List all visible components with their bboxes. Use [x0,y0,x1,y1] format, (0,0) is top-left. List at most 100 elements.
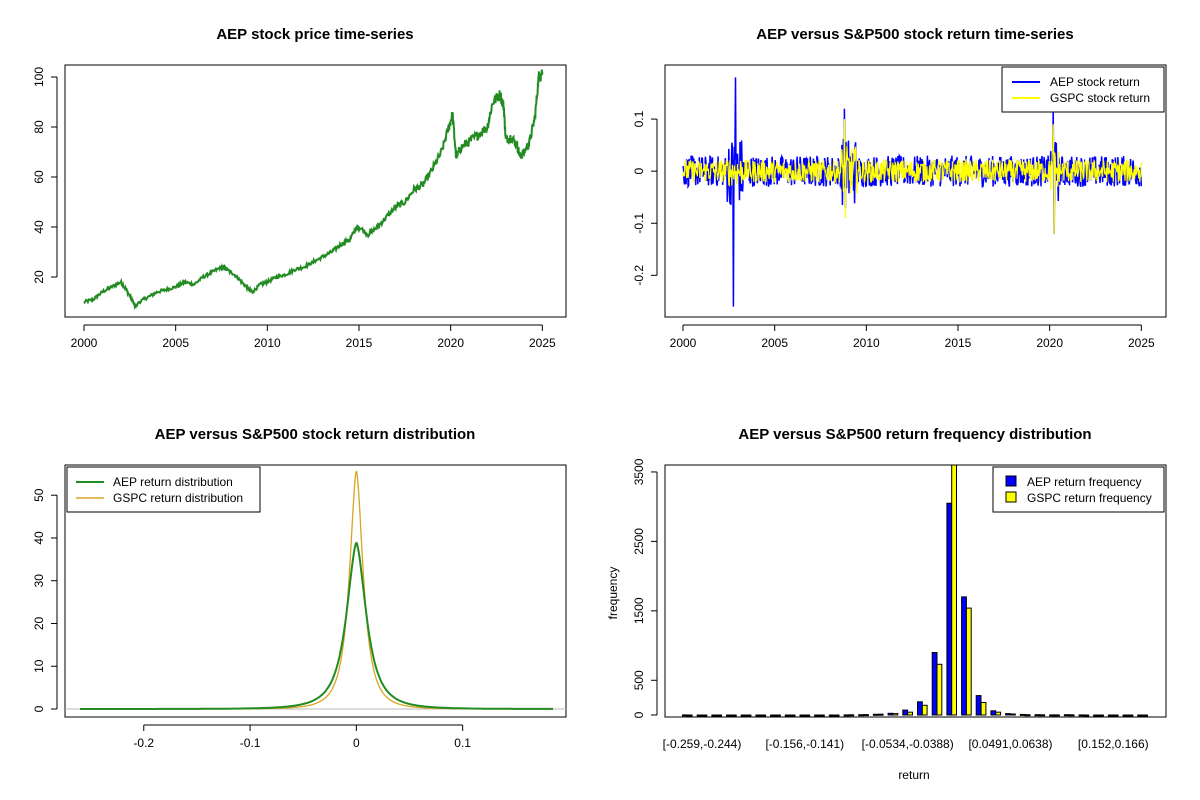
y-tick-label: 1500 [632,597,646,624]
legend-swatch-aep [1005,475,1017,487]
bar-gspc [775,714,781,717]
bar-aep [1005,713,1011,716]
x-tick-label: [0.152,0.166) [1078,737,1149,751]
x-tick-label: -0.1 [240,736,261,750]
return-frequency-x-axis: [-0.259,-0.244) [-0.156,-0.141) [-0.0534,-… [663,737,1149,751]
x-tick-label: 2010 [254,336,281,350]
bar-gspc [760,714,767,717]
x-tick-label: 2025 [1128,336,1155,350]
legend-label-aep: AEP return distribution [113,475,233,489]
x-axis-label: return [898,768,929,782]
bar-gspc [848,714,855,717]
x-tick-label: 2005 [761,336,788,350]
bar-gspc [716,714,723,717]
y-tick-label: 0.1 [632,110,646,127]
bar-gspc [804,714,811,717]
bar-aep [814,714,821,717]
bar-gspc [980,702,987,716]
y-tick-label: 80 [32,120,46,134]
return-distribution-y-axis: 0 10 20 30 40 50 [32,488,58,712]
bar-gspc [892,713,899,716]
bar-aep [917,701,923,716]
legend-box [992,466,1165,513]
bar-aep [696,714,703,717]
bar-aep [1034,714,1041,717]
bar-gspc [686,714,693,717]
y-tick-label: 20 [32,616,46,630]
y-axis-label: frequency [606,567,620,620]
y-tick-label: 0 [632,711,646,718]
x-tick-label: 2015 [945,336,972,350]
bar-aep [799,714,806,717]
bar-gspc [789,714,796,717]
return-frequency-title: AEP versus S&P500 return frequency distr… [738,426,1091,443]
y-tick-label: 60 [32,170,46,184]
x-tick-label: [-0.259,-0.244) [663,737,742,751]
legend-label-gspc: GSPC return distribution [113,491,243,505]
x-tick-label: 2010 [853,336,880,350]
legend-box [66,466,261,513]
x-tick-label: 2025 [529,336,556,350]
bar-aep [975,695,982,716]
bar-gspc [1024,714,1031,717]
bar-aep [887,712,894,716]
bar-gspc [745,714,752,717]
legend-box [1001,66,1165,113]
bar-aep [1049,714,1055,717]
return-timeseries-chart: AEP versus S&P500 stock return time-seri… [632,26,1167,350]
x-tick-label: 0 [353,736,360,750]
return-frequency-frame [664,464,1167,718]
bar-gspc [863,714,869,717]
bar-aep [946,502,953,716]
y-tick-label: 2500 [632,528,646,555]
bar-aep [858,714,865,717]
x-tick-label: 2020 [1036,336,1063,350]
legend-swatch-gspc [1005,491,1017,503]
x-tick-label: 2020 [437,336,464,350]
return-distribution-x-axis: -0.2 -0.1 0 0.1 [133,724,471,750]
bar-gspc [1010,713,1016,716]
bar-gspc [1083,714,1090,717]
bar-aep [931,652,938,716]
x-tick-label: [-0.156,-0.141) [765,737,844,751]
gspc-return-series-line [682,119,1142,234]
x-tick-label: 2015 [346,336,373,350]
bar-aep [843,714,850,717]
bar-gspc [1142,714,1148,717]
return-timeseries-x-axis: 2000 2005 2010 2015 2020 2025 [670,324,1155,350]
x-tick-label: -0.2 [133,736,154,750]
price-chart-y-axis: 20 40 60 80 100 [32,67,58,284]
x-tick-label: 2005 [162,336,189,350]
return-frequency-legend: AEP return frequency GSPC return frequen… [992,466,1165,513]
y-tick-label: 40 [32,531,46,545]
price-chart-x-axis: 2000 2005 2010 2015 2020 2025 [71,324,556,350]
price-chart-frame [64,64,567,318]
legend-label-gspc: GSPC stock return [1050,91,1150,105]
price-series-line [83,69,544,310]
x-tick-label: [-0.0534,-0.0388) [862,737,954,751]
bar-gspc [1112,714,1119,717]
price-chart-title: AEP stock price time-series [216,26,413,43]
return-timeseries-y-axis: -0.2 -0.1 0 0.1 [632,110,658,286]
return-timeseries-title: AEP versus S&P500 stock return time-seri… [756,26,1073,43]
bar-aep [1063,714,1070,717]
bar-aep [682,714,688,717]
bar-gspc [951,464,958,716]
bar-aep [1093,714,1099,717]
x-tick-label: 2000 [71,336,98,350]
y-tick-label: 0 [32,705,46,712]
bar-aep [902,709,909,716]
y-tick-label: 3500 [632,458,646,485]
return-distribution-title: AEP versus S&P500 stock return distribut… [155,426,476,443]
bar-aep [740,714,747,717]
bar-gspc [1054,714,1060,717]
bar-gspc [995,711,1002,716]
bar-gspc [965,607,972,716]
bar-aep [726,714,732,717]
legend-label-aep: AEP return frequency [1027,475,1142,489]
legend-label-aep: AEP stock return [1050,75,1140,89]
return-distribution-chart: AEP versus S&P500 stock return distribut… [32,426,567,750]
bar-gspc [1039,714,1046,717]
bar-aep [1137,714,1144,717]
y-tick-label: 100 [32,67,46,87]
